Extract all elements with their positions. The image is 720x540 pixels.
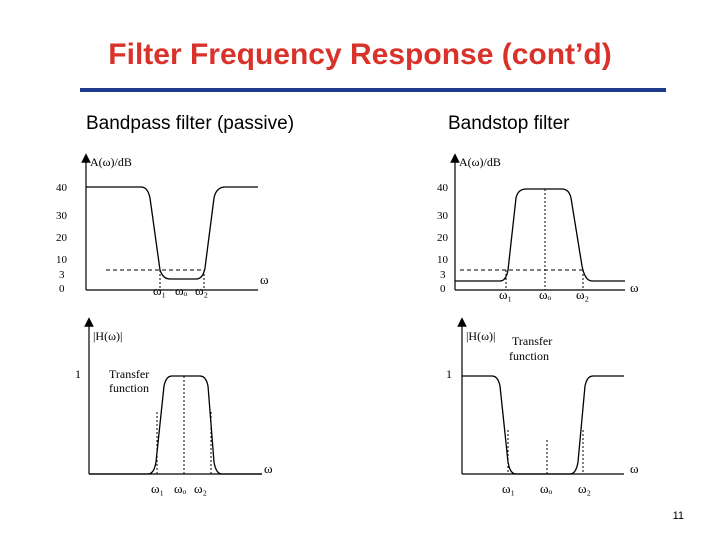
- tick-0: 0: [59, 283, 65, 295]
- x-axis-label: ω: [630, 461, 639, 476]
- tick-one: 1: [75, 367, 81, 381]
- omega0-label: ωₒ: [174, 481, 187, 496]
- tick-20: 20: [437, 232, 449, 244]
- tick-10: 10: [437, 254, 449, 266]
- transfer-curve: [462, 375, 624, 475]
- tick-30: 30: [56, 210, 68, 222]
- caption-line2: function: [109, 381, 149, 395]
- x-axis-label: ω: [264, 461, 273, 476]
- omega0-label: ωₒ: [540, 481, 553, 496]
- tick-3: 3: [440, 269, 446, 281]
- x-axis-label: ω: [260, 272, 269, 287]
- tick-0: 0: [440, 283, 446, 295]
- tick-3: 3: [59, 269, 65, 281]
- tick-40: 40: [437, 182, 449, 194]
- bandstop-heading: Bandstop filter: [448, 113, 570, 134]
- tick-one: 1: [446, 367, 452, 381]
- omega2-label: ω₂: [195, 283, 208, 298]
- title-rule: [80, 88, 666, 92]
- omega2-label: ω₂: [578, 481, 591, 496]
- omega2-label: ω₂: [194, 481, 207, 496]
- bandpass-transfer-plot: |H(ω)| 1 Transfer function ω₁ ωₒ ω₂ ω: [75, 317, 273, 496]
- y-axis-label: A(ω)/dB: [459, 155, 501, 169]
- omega1-label: ω₁: [502, 481, 515, 496]
- x-axis-label: ω: [630, 280, 639, 295]
- bandpass-attenuation-plot: A(ω)/dB 40 30 20 10 3 0 ω₁ ωₒ ω₂ ω: [56, 153, 269, 298]
- omega2-label: ω₂: [576, 287, 589, 302]
- attenuation-curve: [455, 188, 625, 282]
- bandpass-heading: Bandpass filter (passive): [86, 113, 295, 134]
- transfer-curve: [89, 375, 262, 475]
- bandstop-attenuation-plot: A(ω)/dB 40 30 20 10 3 0 ω₁ ωₒ ω₂ ω: [437, 153, 639, 302]
- omega1-label: ω₁: [499, 287, 512, 302]
- caption-line2: function: [509, 349, 549, 363]
- omega0-label: ωₒ: [539, 287, 552, 302]
- y-axis-label: |H(ω)|: [466, 329, 495, 343]
- attenuation-curve: [86, 186, 258, 280]
- y-axis-label: A(ω)/dB: [90, 155, 132, 169]
- page-number: 11: [672, 510, 684, 522]
- omega0-label: ωₒ: [175, 283, 188, 298]
- tick-30: 30: [437, 210, 449, 222]
- tick-40: 40: [56, 182, 68, 194]
- y-axis-label: |H(ω)|: [93, 329, 122, 343]
- caption-line1: Transfer: [109, 367, 149, 381]
- tick-20: 20: [56, 232, 68, 244]
- omega1-label: ω₁: [153, 283, 166, 298]
- slide-title: Filter Frequency Response (cont’d): [108, 38, 612, 71]
- omega1-label: ω₁: [151, 481, 164, 496]
- tick-10: 10: [56, 254, 68, 266]
- caption-line1: Transfer: [512, 334, 552, 348]
- bandstop-transfer-plot: |H(ω)| 1 Transfer function ω₁ ωₒ ω₂ ω: [446, 317, 639, 496]
